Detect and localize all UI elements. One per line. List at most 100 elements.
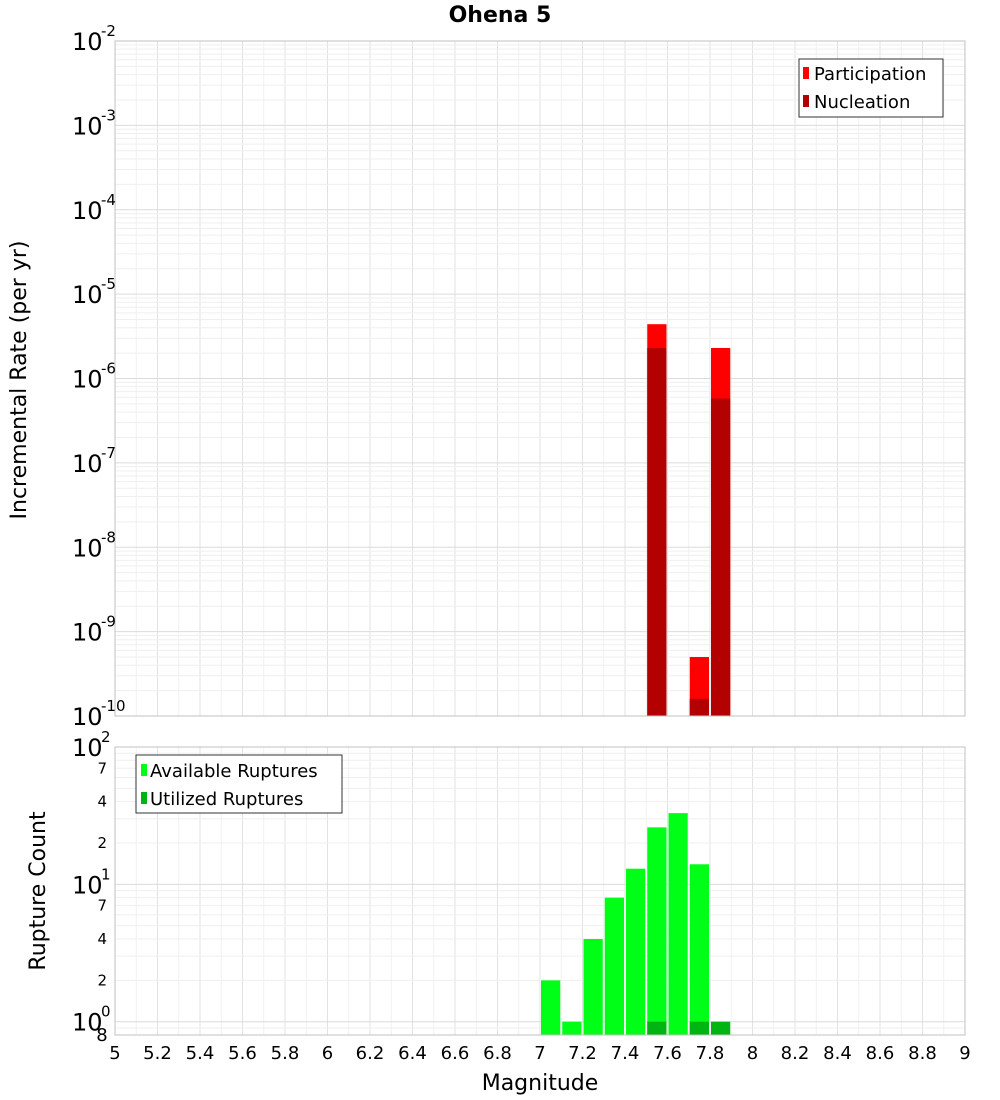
utilized-ruptures-bar [689,1021,709,1035]
x-tick-label: 7.2 [568,1043,597,1064]
y-tick-exponent: -7 [101,444,116,462]
y-minor-tick-label: 4 [97,793,107,811]
x-tick-label: 5.2 [143,1043,172,1064]
y-minor-tick-label: 2 [97,971,107,989]
y-tick-base: 10 [72,112,103,140]
y-tick-base: 10 [72,450,103,478]
legend-label: Available Ruptures [150,761,318,782]
y-tick-label: 101 [72,865,111,899]
x-tick-label: 8.4 [823,1043,852,1064]
y-tick-label: 10-2 [72,22,116,56]
x-tick-label: 8.8 [908,1043,937,1064]
x-tick-label: 8.6 [866,1043,895,1064]
y-tick-exponent: 2 [101,728,111,746]
legend-swatch [803,67,809,79]
available-ruptures-bar [562,1021,582,1035]
legend-label: Participation [814,64,926,85]
chart-title: Ohena 5 [449,3,552,28]
legend-box [798,58,944,118]
x-axis-label: Magnitude [482,1071,599,1096]
y-tick-base: 10 [72,28,103,56]
y-minor-tick-label: 7 [97,759,107,777]
legend-swatch [803,95,809,107]
y-bottom-tick-label: 8 [96,1025,107,1046]
y-tick-label: 10-3 [72,106,116,140]
x-tick-label: 5.8 [271,1043,300,1064]
y-tick-exponent: -8 [101,528,116,546]
y-tick-label: 10-4 [72,191,116,225]
x-tick-label: 6.8 [483,1043,512,1064]
y-tick-label: 100 [72,1003,111,1037]
nucleation-bar [711,398,731,716]
y-tick-label: 10-10 [72,697,126,731]
bottom-plot-border [114,746,966,1036]
top-legend: Participation Nucleation [798,58,944,118]
y-tick-exponent: 1 [101,865,111,883]
available-ruptures-bar [604,897,624,1035]
x-tick-label: 5.6 [228,1043,257,1064]
y-tick-base: 10 [72,734,103,762]
x-ticks: 5 5.2 5.4 5.6 5.8 6 6.2 6.4 6.6 6.8 7 7.2 7.4 7.6 7.8 8… [109,1043,970,1064]
bottom-bars [541,813,731,1035]
y-tick-exponent: -9 [101,613,116,631]
available-ruptures-bar [541,980,561,1035]
top-bars [647,324,731,716]
x-tick-label: 7.6 [653,1043,682,1064]
x-tick-label: 7 [534,1043,545,1064]
y-tick-label: 10-9 [72,613,116,647]
y-tick-exponent: -3 [101,106,116,124]
legend-swatch [141,764,147,776]
top-grid [114,41,966,717]
y-tick-label: 10-7 [72,444,116,478]
y-tick-exponent: -6 [101,360,116,378]
utilized-ruptures-bar [711,1021,731,1035]
y-tick-label: 10-8 [72,528,116,562]
y-minor-tick-label: 7 [97,897,107,915]
x-tick-label: 9 [959,1043,970,1064]
y-tick-base: 10 [72,366,103,394]
y-tick-exponent: -4 [101,191,116,209]
y-tick-base: 10 [72,703,103,731]
y-tick-base: 10 [72,281,103,309]
y-minor-tick-label: 4 [97,930,107,948]
y-tick-base: 10 [72,1009,103,1037]
x-tick-label: 5 [109,1043,120,1064]
y-tick-base: 10 [72,534,103,562]
y-tick-exponent: 0 [101,1003,111,1021]
y-tick-base: 10 [72,619,103,647]
legend-label: Nucleation [814,92,910,113]
legend-label: Utilized Ruptures [150,789,303,810]
available-ruptures-bar [626,868,646,1035]
y-tick-exponent: -2 [101,22,116,40]
x-tick-label: 8.2 [781,1043,810,1064]
bottom-legend: Available Ruptures Utilized Ruptures [135,754,343,814]
nucleation-bar [689,698,709,716]
legend-box [135,754,343,814]
top-y-axis-label: Incremental Rate (per yr) [7,241,32,520]
bottom-y-axis-label: Rupture Count [26,811,51,971]
utilized-ruptures-bar [647,1021,667,1035]
y-tick-label: 10-6 [72,360,116,394]
available-ruptures-bar [668,813,688,1035]
y-tick-label: 102 [72,728,111,762]
y-tick-base: 10 [72,871,103,899]
y-minor-tick-label: 2 [97,834,107,852]
x-tick-label: 6.4 [398,1043,427,1064]
x-tick-label: 6 [322,1043,333,1064]
y-tick-base: 10 [72,197,103,225]
legend-swatch [141,792,147,804]
top-plot-border [114,40,966,717]
x-tick-label: 7.4 [611,1043,640,1064]
available-ruptures-bar [647,827,667,1035]
x-tick-label: 8 [747,1043,758,1064]
y-tick-exponent: -5 [101,275,116,293]
available-ruptures-bar [689,864,709,1035]
x-tick-label: 6.6 [441,1043,470,1064]
y-tick-exponent: -10 [101,697,126,715]
y-tick-label: 10-5 [72,275,116,309]
nucleation-bar [647,347,667,716]
